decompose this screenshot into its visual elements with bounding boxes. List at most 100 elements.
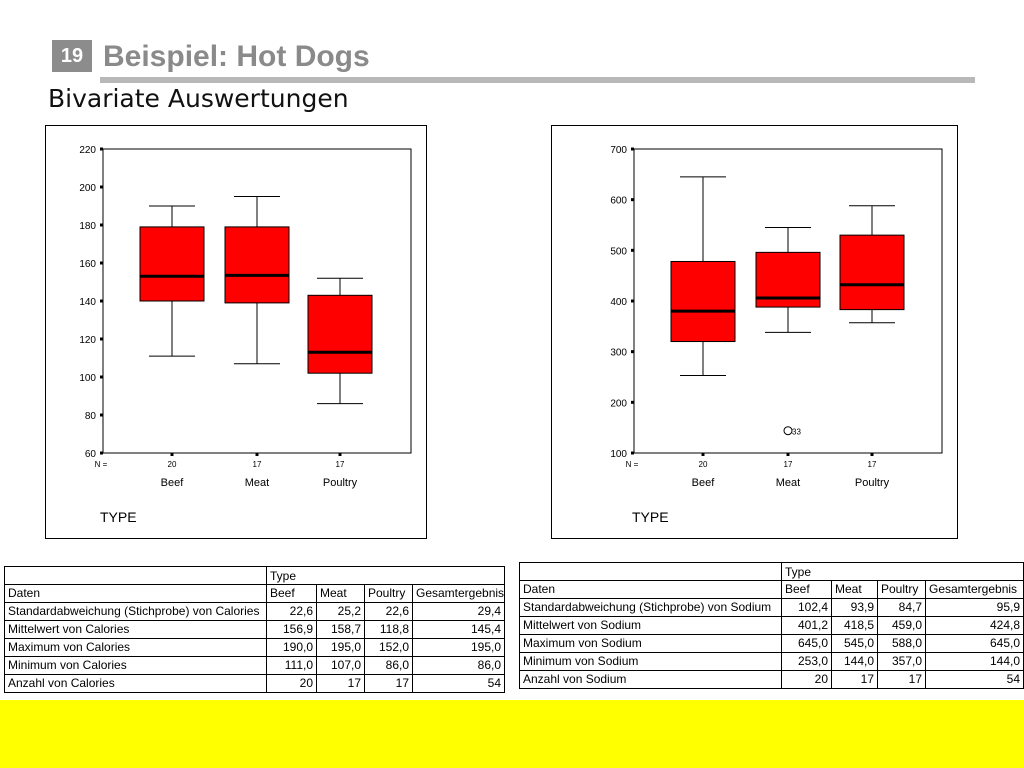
column-header: Beef — [266, 584, 317, 603]
table-type-header-row: Type — [519, 562, 1024, 581]
table-cell: 424,8 — [924, 616, 1024, 635]
calories-summary-table: Type Daten Beef Meat Poultry Gesamtergeb… — [4, 566, 506, 693]
table-cell: 195,0 — [411, 638, 506, 657]
table-cell: 418,5 — [831, 616, 878, 635]
column-header: Meat — [316, 584, 365, 603]
type-header: Type — [265, 566, 506, 585]
table-cell: 253,0 — [781, 652, 832, 671]
table-cell: 152,0 — [364, 638, 413, 657]
y-tick-label: 220 — [79, 145, 96, 156]
box-meat — [224, 226, 290, 304]
table-row: Minimum von Calories 111,0 107,0 86,0 86… — [4, 656, 506, 675]
table-corner-cell — [519, 562, 782, 581]
n-label: N = — [95, 460, 108, 469]
column-header: Poultry — [364, 584, 413, 603]
table-cell: 158,7 — [316, 620, 365, 639]
table-cell: 645,0 — [781, 634, 832, 653]
y-tick-label: 100 — [610, 449, 627, 460]
n-value: 17 — [336, 460, 345, 469]
table-cell: 25,2 — [316, 602, 365, 621]
table-cell: 54 — [924, 670, 1024, 689]
table-cell: 401,2 — [781, 616, 832, 635]
x-tick-mark — [870, 453, 874, 456]
table-corner-cell — [4, 566, 267, 585]
y-tick-mark — [100, 413, 103, 417]
table-cell: 107,0 — [316, 656, 365, 675]
calories-boxplot-frame: 60 80 100 120 140 160 180 200 220 N = 20 Beef 17 Meat… — [45, 125, 427, 539]
table-row: Anzahl von Sodium 20 17 17 54 — [519, 670, 1024, 689]
box-poultry — [839, 234, 905, 311]
table-row: Mittelwert von Sodium 401,2 418,5 459,0 … — [519, 616, 1024, 635]
y-tick-label: 120 — [79, 335, 96, 346]
n-value: 17 — [868, 460, 877, 469]
y-tick-mark — [631, 198, 634, 202]
table-cell: 93,9 — [831, 598, 878, 617]
y-tick-mark — [631, 451, 634, 455]
table-row: Mittelwert von Calories 156,9 158,7 118,… — [4, 620, 506, 639]
y-tick-mark — [631, 147, 634, 151]
slide-subtitle: Bivariate Auswertungen — [48, 84, 349, 113]
table-cell: 588,0 — [877, 634, 926, 653]
category-label: Meat — [245, 477, 269, 489]
table-header-row: Daten Beef Meat Poultry Gesamtergebnis — [4, 584, 506, 603]
y-tick-mark — [631, 248, 634, 252]
table-cell: 645,0 — [924, 634, 1024, 653]
outlier-point — [783, 426, 793, 436]
x-axis-title: TYPE — [100, 509, 137, 525]
category-label: Poultry — [855, 477, 890, 489]
sodium-boxplot: 100 200 300 400 500 600 700 N = 20 Beef 17 Meat 17 Po… — [610, 145, 943, 489]
y-tick-mark — [100, 147, 103, 151]
y-tick-label: 200 — [79, 183, 96, 194]
sodium-boxplot-frame: 100 200 300 400 500 600 700 N = 20 Beef 17 Meat 17 Po… — [551, 125, 958, 539]
table-cell: 111,0 — [266, 656, 317, 675]
y-tick-mark — [100, 299, 103, 303]
table-cell: 17 — [877, 670, 926, 689]
type-header: Type — [780, 562, 1024, 581]
n-value: 17 — [253, 460, 262, 469]
y-tick-mark — [100, 375, 103, 379]
n-value: 17 — [784, 460, 793, 469]
category-label: Beef — [161, 477, 185, 489]
column-header: Gesamtergebnis — [924, 580, 1024, 599]
y-tick-mark — [100, 185, 103, 189]
table-row: Minimum von Sodium 253,0 144,0 357,0 144… — [519, 652, 1024, 671]
category-label: Beef — [692, 477, 716, 489]
x-tick-mark — [701, 453, 705, 456]
row-label: Maximum von Calories — [4, 638, 267, 657]
table-cell: 459,0 — [877, 616, 926, 635]
table-cell: 84,7 — [877, 598, 926, 617]
table-cell: 20 — [781, 670, 832, 689]
y-tick-label: 160 — [79, 259, 96, 270]
footer-bar — [0, 700, 1024, 768]
y-tick-label: 100 — [79, 373, 96, 384]
table-cell: 102,4 — [781, 598, 832, 617]
row-label: Standardabweichung (Stichprobe) von Sodi… — [519, 598, 782, 617]
row-label: Mittelwert von Calories — [4, 620, 267, 639]
y-tick-mark — [631, 299, 634, 303]
y-tick-label: 200 — [610, 398, 627, 409]
calories-boxplot: 60 80 100 120 140 160 180 200 220 N = 20 Beef 17 Meat… — [79, 145, 412, 489]
table-type-header-row: Type — [4, 566, 506, 585]
column-header: Poultry — [877, 580, 926, 599]
column-header: Beef — [781, 580, 832, 599]
y-tick-label: 700 — [610, 145, 627, 156]
row-label: Standardabweichung (Stichprobe) von Calo… — [4, 602, 267, 621]
n-value: 20 — [168, 460, 177, 469]
y-tick-mark — [100, 451, 103, 455]
y-tick-label: 400 — [610, 297, 627, 308]
table-cell: 54 — [411, 674, 506, 693]
table-cell: 145,4 — [411, 620, 506, 639]
table-cell: 29,4 — [411, 602, 506, 621]
y-tick-label: 60 — [85, 449, 97, 460]
table-cell: 118,8 — [364, 620, 413, 639]
column-header: Meat — [831, 580, 878, 599]
table-cell: 22,6 — [266, 602, 317, 621]
table-cell: 17 — [316, 674, 365, 693]
table-cell: 357,0 — [877, 652, 926, 671]
y-tick-mark — [631, 350, 634, 354]
n-label: N = — [626, 460, 639, 469]
table-cell: 86,0 — [411, 656, 506, 675]
box-poultry — [307, 294, 373, 374]
table-header-row: Daten Beef Meat Poultry Gesamtergebnis — [519, 580, 1024, 599]
table-row: Standardabweichung (Stichprobe) von Calo… — [4, 602, 506, 621]
